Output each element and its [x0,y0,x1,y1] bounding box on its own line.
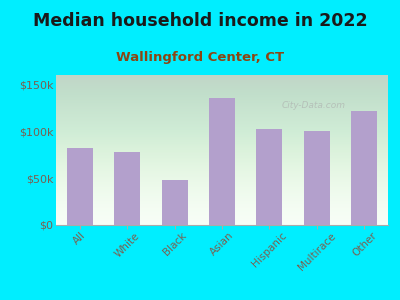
Bar [162,180,188,225]
Bar [114,152,140,225]
Text: City-Data.com: City-Data.com [282,100,346,109]
Bar [67,148,93,225]
Bar [351,111,377,225]
Bar [256,129,282,225]
Bar [304,131,330,225]
Text: Wallingford Center, CT: Wallingford Center, CT [116,51,284,64]
Bar [209,98,235,225]
Text: Median household income in 2022: Median household income in 2022 [33,12,367,30]
